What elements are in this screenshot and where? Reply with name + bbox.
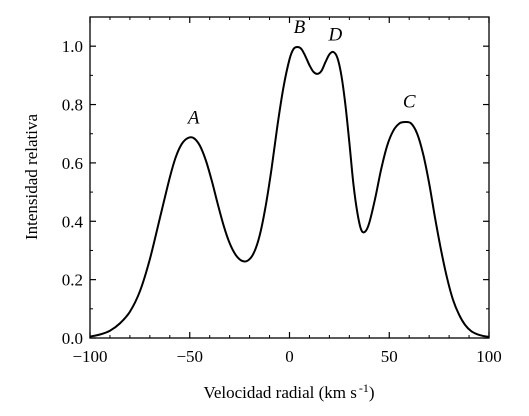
peak-label-c: C <box>403 91 416 112</box>
y-tick-label: 1.0 <box>62 37 83 56</box>
y-tick-label: 0.4 <box>62 212 84 231</box>
y-tick-label: 0.0 <box>62 329 83 348</box>
y-axis: 0.0 0.2 0.4 0.6 0.8 1.0 <box>62 37 489 348</box>
y-tick-label: 0.6 <box>62 154 83 173</box>
peak-labels: A B D C <box>186 17 416 128</box>
y-tick-label: 0.8 <box>62 96 83 115</box>
x-axis-title: Velocidad radial (km s -1) <box>203 381 374 402</box>
y-axis-title: Intensidad relativa <box>22 114 41 240</box>
x-tick-label: 100 <box>476 347 502 366</box>
x-tick-label: −50 <box>176 347 203 366</box>
peak-label-b: B <box>294 17 306 38</box>
x-axis: −100 −50 0 50 100 <box>72 17 502 366</box>
x-tick-label: −100 <box>72 347 107 366</box>
y-tick-label: 0.2 <box>62 271 83 290</box>
peak-label-a: A <box>186 108 200 129</box>
plot-area <box>89 46 490 338</box>
x-tick-label: 50 <box>381 347 398 366</box>
plot-frame <box>89 16 490 339</box>
peak-label-d: D <box>328 24 343 45</box>
x-tick-label: 0 <box>285 347 294 366</box>
series-line-0 <box>89 46 490 338</box>
